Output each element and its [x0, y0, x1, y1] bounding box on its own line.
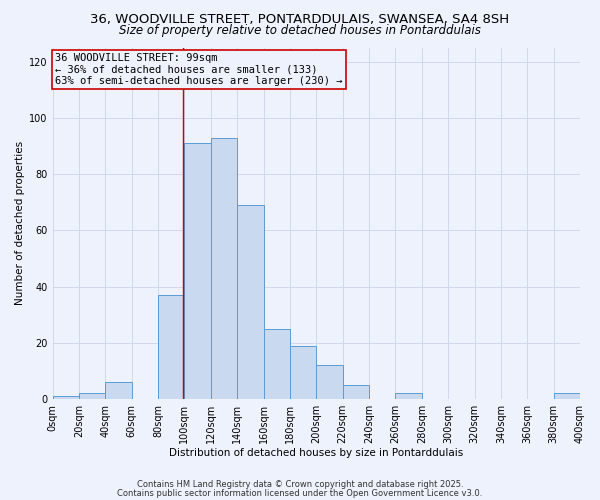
- Text: Size of property relative to detached houses in Pontarddulais: Size of property relative to detached ho…: [119, 24, 481, 37]
- Bar: [343, 385, 369, 399]
- Text: Contains public sector information licensed under the Open Government Licence v3: Contains public sector information licen…: [118, 489, 482, 498]
- Bar: [211, 138, 237, 399]
- Bar: [79, 394, 105, 399]
- X-axis label: Distribution of detached houses by size in Pontarddulais: Distribution of detached houses by size …: [169, 448, 463, 458]
- Bar: [290, 346, 316, 399]
- Text: 36, WOODVILLE STREET, PONTARDDULAIS, SWANSEA, SA4 8SH: 36, WOODVILLE STREET, PONTARDDULAIS, SWA…: [91, 12, 509, 26]
- Bar: [158, 295, 184, 399]
- Bar: [263, 329, 290, 399]
- Bar: [184, 143, 211, 399]
- Bar: [395, 394, 422, 399]
- Y-axis label: Number of detached properties: Number of detached properties: [15, 141, 25, 306]
- Text: Contains HM Land Registry data © Crown copyright and database right 2025.: Contains HM Land Registry data © Crown c…: [137, 480, 463, 489]
- Bar: [316, 366, 343, 399]
- Bar: [237, 205, 263, 399]
- Bar: [554, 394, 580, 399]
- Text: 36 WOODVILLE STREET: 99sqm
← 36% of detached houses are smaller (133)
63% of sem: 36 WOODVILLE STREET: 99sqm ← 36% of deta…: [55, 53, 343, 86]
- Bar: [105, 382, 131, 399]
- Bar: [53, 396, 79, 399]
